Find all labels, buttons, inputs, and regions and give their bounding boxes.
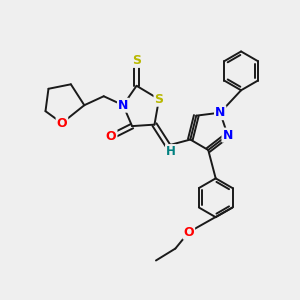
Text: S: S <box>132 54 141 67</box>
Text: N: N <box>215 106 225 119</box>
Text: O: O <box>57 117 67 130</box>
Text: S: S <box>154 93 164 106</box>
Text: O: O <box>184 226 194 238</box>
Text: N: N <box>223 129 233 142</box>
Text: H: H <box>166 145 176 158</box>
Text: N: N <box>118 99 128 112</box>
Text: O: O <box>106 130 116 143</box>
